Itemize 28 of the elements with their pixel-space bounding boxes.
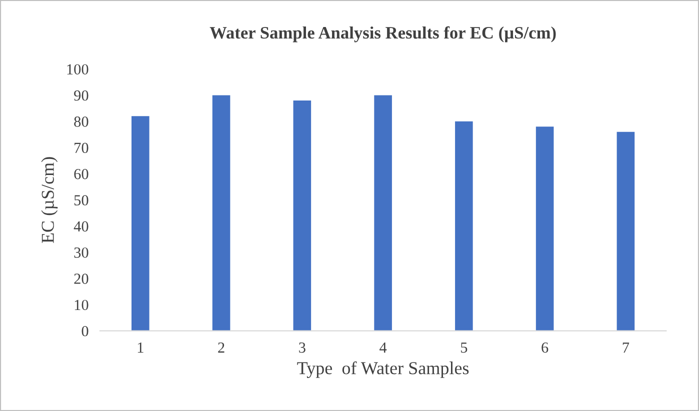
bar (455, 121, 473, 331)
y-tick-label: 20 (74, 274, 88, 284)
bar (616, 132, 635, 331)
bar (536, 126, 554, 331)
bar (132, 116, 150, 331)
bar (212, 95, 230, 331)
x-tick-label: 2 (218, 342, 224, 353)
y-tick-label: 80 (74, 116, 88, 127)
x-tick-label: 7 (622, 342, 630, 353)
y-tick-label: 90 (74, 90, 88, 101)
x-tick-label: 5 (461, 342, 468, 353)
x-tick-label: 6 (542, 342, 548, 353)
bar (293, 100, 312, 331)
y-tick-label: 10 (74, 300, 88, 310)
x-tick-label: 3 (299, 342, 306, 353)
x-tick-label: 1 (138, 342, 144, 353)
y-tick-label: 70 (74, 142, 88, 154)
y-axis-title: EC (µS/cm) (41, 157, 58, 243)
y-tick-label: 30 (74, 247, 88, 258)
bar (374, 95, 392, 331)
x-axis-title: Type of Water Samples (297, 361, 469, 378)
y-tick-label: 100 (67, 64, 88, 74)
y-tick-label: 50 (74, 195, 88, 206)
y-tick-label: 60 (74, 168, 88, 180)
chart-title: Water Sample Analysis Results for EC (µS/cm) (210, 26, 556, 42)
y-tick-label: 40 (74, 221, 88, 232)
y-tick-label: 0 (82, 326, 88, 336)
x-tick-label: 4 (380, 342, 387, 353)
